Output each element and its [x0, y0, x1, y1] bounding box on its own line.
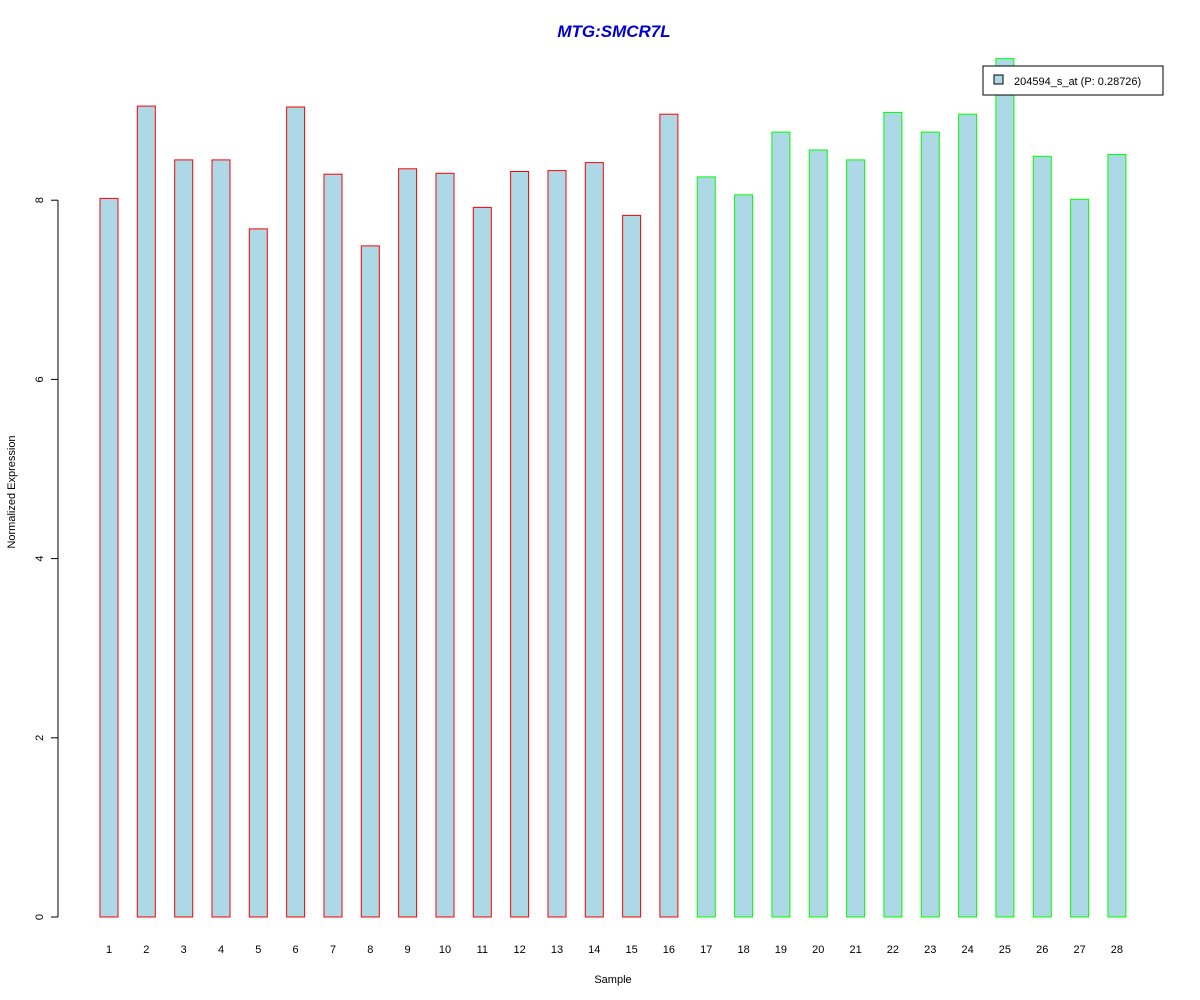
x-tick-label-5: 5 — [255, 944, 261, 956]
bar-4 — [211, 159, 231, 918]
x-axis-label: Sample — [594, 974, 631, 986]
legend-label: 204594_s_at (P: 0.28726) — [1014, 76, 1141, 88]
x-tick-label-28: 28 — [1111, 944, 1123, 956]
x-tick-label-19: 19 — [775, 944, 787, 956]
x-tick-label-9: 9 — [405, 944, 411, 956]
bar-27 — [1070, 198, 1090, 918]
bar-20 — [808, 149, 828, 918]
bars-group — [99, 58, 1127, 918]
bar-11 — [472, 206, 492, 918]
x-tick-label-15: 15 — [625, 944, 637, 956]
bar-3 — [174, 159, 194, 918]
bar-12 — [510, 171, 530, 918]
bar-23 — [920, 131, 940, 918]
x-tick-label-1: 1 — [106, 944, 112, 956]
x-tick-label-27: 27 — [1073, 944, 1085, 956]
x-tick-label-6: 6 — [293, 944, 299, 956]
y-tick-label-0: 0 — [34, 914, 46, 920]
chart-title: MTG:SMCR7L — [557, 22, 670, 41]
x-tick-label-8: 8 — [367, 944, 373, 956]
bar-28 — [1107, 154, 1127, 918]
x-tick-label-13: 13 — [551, 944, 563, 956]
x-tick-label-7: 7 — [330, 944, 336, 956]
x-tick-labels: 1 2 3 4 5 6 7 8 9 10 11 12 13 14 15 16 17 18 19 20 21 22 23 24 2… — [106, 944, 1123, 956]
y-axis: 0 2 4 6 8 — [34, 197, 59, 920]
x-tick-label-21: 21 — [849, 944, 861, 956]
x-tick-label-2: 2 — [143, 944, 149, 956]
x-tick-label-3: 3 — [181, 944, 187, 956]
bar-6 — [286, 106, 306, 918]
bar-15 — [622, 214, 642, 918]
bar-1 — [99, 197, 119, 918]
x-tick-label-4: 4 — [218, 944, 224, 956]
x-tick-label-11: 11 — [477, 944, 488, 956]
bar-21 — [846, 159, 866, 918]
bar-22 — [883, 111, 903, 918]
bar-8 — [360, 245, 380, 918]
x-tick-label-25: 25 — [999, 944, 1011, 956]
x-tick-label-10: 10 — [439, 944, 451, 956]
y-axis-label: Normalized Expression — [6, 435, 18, 548]
bar-18 — [734, 194, 754, 918]
x-tick-label-18: 18 — [737, 944, 749, 956]
legend-swatch — [993, 74, 1004, 85]
bar-25 — [995, 58, 1015, 918]
bar-13 — [547, 170, 567, 918]
y-tick-label-6: 6 — [34, 376, 46, 382]
y-tick-label-8: 8 — [34, 197, 46, 203]
bar-9 — [398, 168, 418, 918]
legend: 204594_s_at (P: 0.28726) — [982, 65, 1164, 96]
x-tick-label-16: 16 — [663, 944, 675, 956]
y-tick-label-2: 2 — [34, 735, 46, 741]
x-tick-label-26: 26 — [1036, 944, 1048, 956]
x-tick-label-17: 17 — [700, 944, 712, 956]
bar-14 — [584, 162, 604, 918]
bar-5 — [248, 228, 268, 918]
x-tick-label-20: 20 — [812, 944, 824, 956]
y-tick-label-4: 4 — [34, 556, 46, 562]
x-tick-label-12: 12 — [513, 944, 525, 956]
bar-16 — [659, 113, 679, 918]
bar-10 — [435, 172, 455, 918]
bar-17 — [696, 176, 716, 918]
bar-7 — [323, 173, 343, 918]
bar-24 — [958, 113, 978, 918]
bar-26 — [1032, 155, 1052, 918]
x-tick-label-23: 23 — [924, 944, 936, 956]
legend-box — [982, 65, 1164, 96]
bar-2 — [136, 105, 156, 918]
x-tick-label-24: 24 — [961, 944, 973, 956]
bar-19 — [771, 131, 791, 918]
x-tick-label-22: 22 — [887, 944, 899, 956]
x-tick-label-14: 14 — [588, 944, 600, 956]
